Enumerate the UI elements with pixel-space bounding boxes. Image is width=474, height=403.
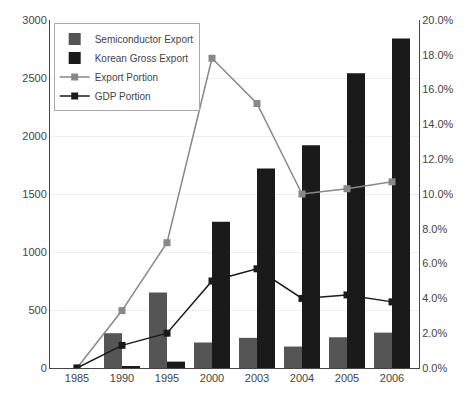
svg-text:1995: 1995 (155, 372, 179, 384)
svg-text:12.0%: 12.0% (422, 153, 453, 165)
svg-text:0: 0 (41, 362, 47, 374)
svg-text:2000: 2000 (22, 130, 46, 142)
svg-text:2000: 2000 (200, 372, 224, 384)
svg-text:18.0%: 18.0% (422, 49, 453, 61)
svg-text:2006: 2006 (380, 372, 404, 384)
svg-text:8.0%: 8.0% (422, 223, 447, 235)
svg-text:Korean Gross Export: Korean Gross Export (95, 53, 189, 64)
svg-text:2005: 2005 (335, 372, 359, 384)
svg-text:2.0%: 2.0% (422, 327, 447, 339)
svg-text:1000: 1000 (22, 246, 46, 258)
svg-text:16.0%: 16.0% (422, 83, 453, 95)
svg-text:14.0%: 14.0% (422, 118, 453, 130)
svg-text:0.0%: 0.0% (422, 362, 447, 374)
svg-text:1985: 1985 (65, 372, 89, 384)
svg-text:4.0%: 4.0% (422, 292, 447, 304)
svg-text:Semiconductor Export: Semiconductor Export (95, 34, 194, 45)
svg-text:GDP Portion: GDP Portion (95, 91, 151, 102)
svg-text:500: 500 (28, 304, 46, 316)
svg-text:3000: 3000 (22, 14, 46, 26)
svg-text:2003: 2003 (245, 372, 269, 384)
svg-text:2500: 2500 (22, 72, 46, 84)
svg-text:Export Portion: Export Portion (95, 72, 158, 83)
svg-text:2004: 2004 (290, 372, 314, 384)
svg-text:20.0%: 20.0% (422, 14, 453, 26)
svg-text:10.0%: 10.0% (422, 188, 453, 200)
svg-text:1990: 1990 (110, 372, 134, 384)
svg-text:1500: 1500 (22, 188, 46, 200)
svg-text:6.0%: 6.0% (422, 257, 447, 269)
